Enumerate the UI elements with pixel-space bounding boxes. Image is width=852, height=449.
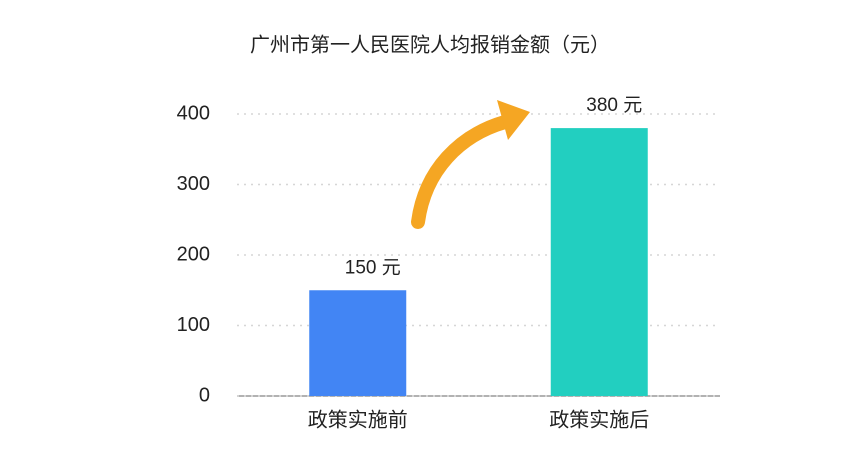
y-tick-label: 300 — [177, 173, 210, 195]
x-tick-label: 政策实施后 — [549, 408, 649, 431]
y-tick-label: 200 — [177, 243, 210, 265]
bar — [309, 290, 407, 396]
arrow — [411, 100, 530, 229]
x-tick-label: 政策实施前 — [308, 408, 408, 431]
bar — [550, 128, 648, 396]
chart-title: 广州市第一人民医院人均报销金额（元） — [250, 33, 610, 56]
y-tick-label: 100 — [177, 314, 210, 336]
value-label: 150 元 — [345, 257, 401, 278]
y-tick-label: 0 — [199, 384, 210, 406]
y-tick-label: 400 — [177, 102, 210, 124]
value-label: 380 元 — [586, 95, 642, 116]
